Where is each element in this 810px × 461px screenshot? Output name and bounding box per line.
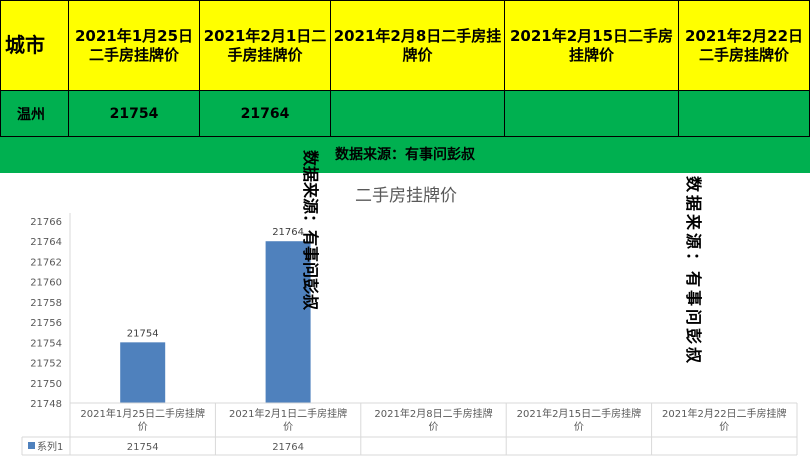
city-name: 温州 (0, 90, 69, 137)
price-table: 城市 2021年1月25日二手房挂牌价 2021年2月1日二手房挂牌价 2021… (0, 0, 810, 137)
data-label: 21764 (272, 227, 304, 238)
y-tick-label: 21752 (30, 359, 62, 370)
watermark-text-2: 数据来源：有事问彭叔 (684, 176, 703, 367)
y-tick-label: 21760 (30, 278, 62, 289)
data-label: 21754 (127, 328, 159, 339)
bar (120, 342, 166, 403)
bar (265, 241, 311, 403)
data-table-value: 21764 (272, 442, 304, 453)
watermark-text-1: 数据来源：有事问彭叔 (301, 150, 320, 311)
city-header: 城市 (0, 0, 69, 91)
source-note: 数据来源：有事问彭叔 (0, 137, 810, 173)
price-cell (504, 90, 679, 137)
price-cell: 21764 (199, 90, 331, 137)
y-tick-label: 21758 (30, 298, 62, 309)
y-tick-label: 21748 (30, 399, 62, 410)
y-tick-label: 21764 (30, 237, 62, 248)
date-header: 2021年2月8日二手房挂牌价 (330, 0, 505, 91)
date-header: 2021年2月1日二手房挂牌价 (199, 0, 331, 91)
y-tick-label: 21750 (30, 379, 62, 390)
data-table-value: 21754 (127, 442, 159, 453)
date-header: 2021年2月15日二手房挂牌价 (504, 0, 679, 91)
table-header-row: 城市 2021年1月25日二手房挂牌价 2021年2月1日二手房挂牌价 2021… (0, 0, 810, 91)
x-tick-label: 2021年2月8日二手房挂牌价 (374, 407, 492, 433)
y-tick-label: 21766 (30, 217, 62, 228)
x-tick-label: 2021年2月22日二手房挂牌价 (662, 407, 787, 433)
y-tick-label: 21762 (30, 257, 62, 268)
x-tick-label: 2021年2月1日二手房挂牌价 (229, 407, 347, 433)
price-cell: 21754 (68, 90, 200, 137)
date-header: 2021年2月22日二手房挂牌价 (678, 0, 810, 91)
y-tick-label: 21754 (30, 338, 62, 349)
table-row: 温州 21754 21764 (0, 90, 810, 137)
legend-label: 系列1 (37, 440, 63, 453)
y-tick-label: 21756 (30, 318, 62, 329)
price-cell (330, 90, 505, 137)
legend-key (28, 442, 35, 449)
price-cell (678, 90, 810, 137)
x-tick-label: 2021年1月25日二手房挂牌价 (80, 407, 205, 433)
date-header: 2021年1月25日二手房挂牌价 (68, 0, 200, 91)
x-tick-label: 2021年2月15日二手房挂牌价 (517, 407, 642, 433)
bar-chart: 二手房挂牌价 21748 21750 21752 21754 21756 21758 2176… (21, 186, 798, 456)
chart-title: 二手房挂牌价 (355, 186, 457, 206)
